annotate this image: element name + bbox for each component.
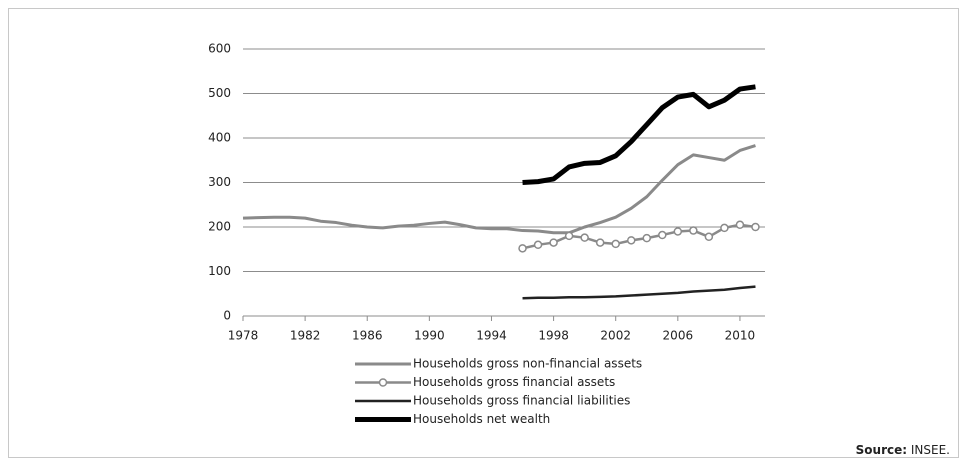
series-marker xyxy=(673,227,683,236)
series-line xyxy=(522,285,756,300)
y-tick-label: 100 xyxy=(208,264,231,278)
series-line xyxy=(522,223,756,250)
source-label: Source: xyxy=(856,443,907,457)
legend-label: Households gross financial assets xyxy=(413,375,615,389)
x-tick-label: 1998 xyxy=(538,329,569,343)
x-tick-label: 1986 xyxy=(352,329,383,343)
x-tick-label: 2002 xyxy=(600,329,631,343)
x-tick-label: 1994 xyxy=(476,329,507,343)
x-tick-label: 1978 xyxy=(228,329,259,343)
series-marker xyxy=(735,220,745,230)
x-tick-label: 1990 xyxy=(414,329,445,343)
series-marker xyxy=(595,238,605,247)
x-tick-label: 1982 xyxy=(290,329,321,343)
y-tick-label: 600 xyxy=(208,42,231,56)
legend-label: Households gross non-financial assets xyxy=(413,357,642,371)
x-tick-label: 2006 xyxy=(663,329,694,343)
series-marker xyxy=(642,233,652,243)
series-marker xyxy=(689,226,698,235)
y-tick-label: 300 xyxy=(208,175,231,189)
series-marker xyxy=(533,240,543,250)
frame xyxy=(8,8,959,458)
legend-label: Households net wealth xyxy=(413,412,550,426)
series-marker xyxy=(549,238,558,247)
series-marker xyxy=(564,231,574,241)
series-marker xyxy=(518,244,527,253)
y-tick-label: 400 xyxy=(208,131,231,145)
series-line xyxy=(522,84,756,185)
series-line xyxy=(242,144,756,235)
y-tick-label: 200 xyxy=(208,220,231,234)
series-marker xyxy=(751,222,760,232)
series-marker xyxy=(626,236,636,245)
series-marker xyxy=(658,230,667,240)
series-marker xyxy=(704,232,714,242)
source-name: INSEE. xyxy=(911,443,950,457)
source: Source: INSEE. xyxy=(856,443,950,457)
y-tick-label: 500 xyxy=(208,86,231,100)
x-tick-label: 2010 xyxy=(725,329,756,343)
legend-marker xyxy=(378,378,388,387)
series-marker xyxy=(611,239,620,249)
series-marker xyxy=(720,223,729,233)
series-marker xyxy=(580,233,589,242)
y-tick-label: 0 xyxy=(223,309,231,323)
legend-label: Households gross financial liabilities xyxy=(413,394,630,408)
